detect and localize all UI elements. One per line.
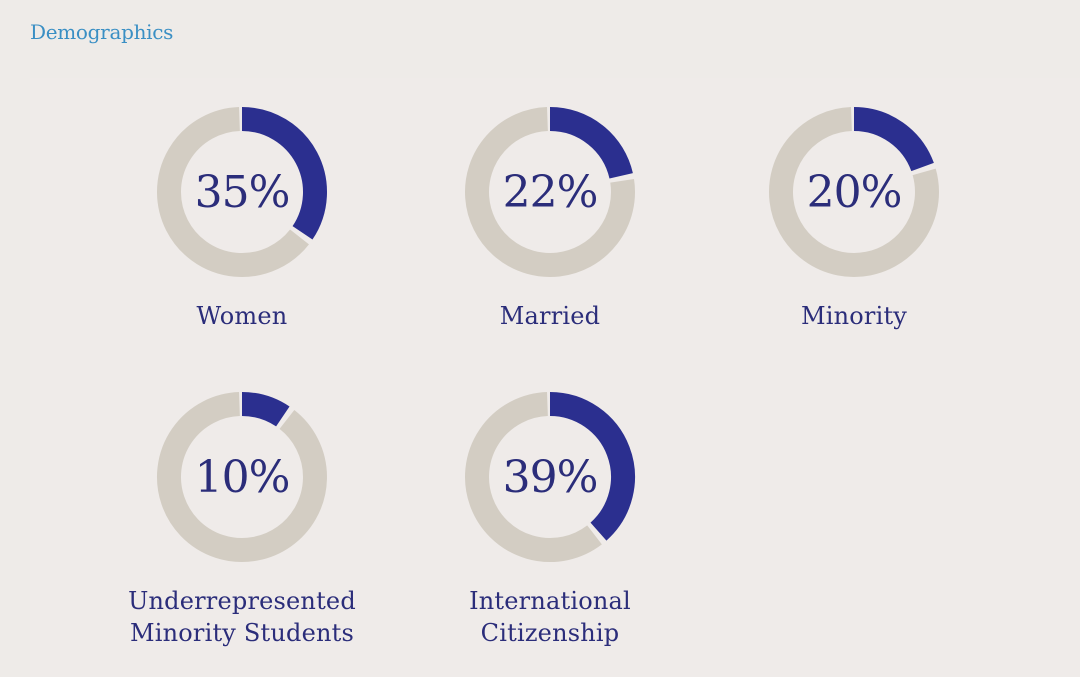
- donut-label: Women: [196, 302, 288, 330]
- donut-chart-international: 39%: [465, 392, 635, 562]
- donut-percent: 22%: [503, 167, 598, 218]
- donut-percent: 20%: [807, 167, 902, 218]
- donut-chart-women: 35%: [157, 107, 327, 277]
- donut-label: Married: [499, 302, 601, 330]
- donut-label: Minority: [800, 302, 908, 330]
- donut-item-minority: 20% Minority: [704, 104, 1004, 332]
- donut-value-arc: [549, 392, 635, 541]
- donut-track: [156, 392, 327, 562]
- donut-label: International Citizenship: [469, 587, 631, 647]
- donut-percent: 10%: [195, 452, 290, 503]
- donut-track: [465, 392, 602, 562]
- donut-track: [157, 107, 309, 277]
- donut-chart-underrepresented: 10%: [156, 392, 327, 562]
- page-title: Demographics: [30, 20, 174, 44]
- donut-value-arc: [241, 392, 290, 427]
- donut-track: [465, 107, 635, 277]
- donut-value-arc: [549, 107, 633, 179]
- donut-value-arc: [241, 107, 327, 240]
- donut-label: Underrepresented Minority Students: [128, 587, 356, 647]
- donut-chart-married: 22%: [465, 107, 635, 277]
- donut-track: [769, 107, 939, 277]
- chart-panel: [30, 78, 1080, 677]
- donut-item-women: 35% Women: [92, 104, 392, 332]
- donut-item-underrepresented: 10% Underrepresented Minority Students: [92, 389, 392, 649]
- donut-percent: 39%: [503, 452, 598, 503]
- donut-item-married: 22% Married: [400, 104, 700, 332]
- donut-value-arc: [853, 107, 934, 172]
- donut-item-international: 39% International Citizenship: [400, 389, 700, 649]
- donut-chart-minority: 20%: [769, 107, 939, 277]
- donut-percent: 35%: [195, 167, 290, 218]
